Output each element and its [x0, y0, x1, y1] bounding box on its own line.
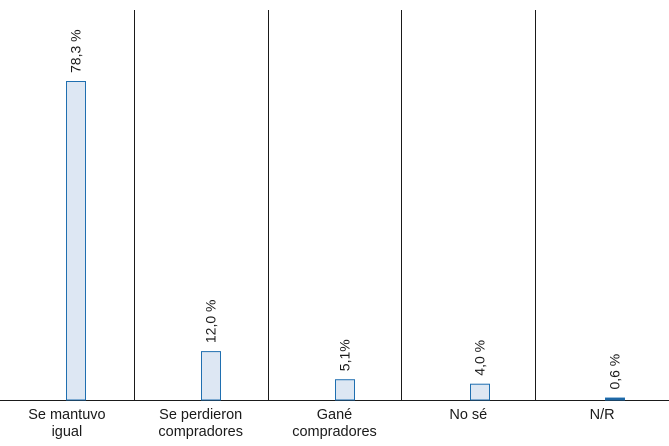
category-dividers	[134, 10, 536, 400]
bar	[201, 351, 221, 401]
value-labels: 78,3 % 12,0 % 5,1% 4,0 % 0,6 %	[68, 29, 623, 389]
category-tick-label: Se mantuvo	[28, 407, 105, 423]
category-tick-label: No sé	[449, 407, 487, 423]
bar	[66, 81, 86, 401]
bars	[66, 81, 625, 401]
bar	[605, 397, 625, 401]
bar	[470, 383, 490, 401]
data-label: 4,0 %	[472, 340, 488, 376]
category-tick-label: Se perdieron	[159, 407, 242, 423]
data-label: 12,0 %	[203, 300, 219, 344]
category-tick-label: igual	[52, 424, 83, 440]
bar	[335, 379, 355, 401]
category-tick-label: N/R	[590, 407, 615, 423]
category-tick-label: compradores	[158, 424, 243, 440]
category-tick-label: compradores	[292, 424, 377, 440]
data-label: 78,3 %	[68, 29, 84, 73]
data-label: 5,1%	[337, 339, 353, 371]
data-label: 0,6 %	[607, 354, 623, 390]
category-tick-label: Gané	[317, 407, 352, 423]
